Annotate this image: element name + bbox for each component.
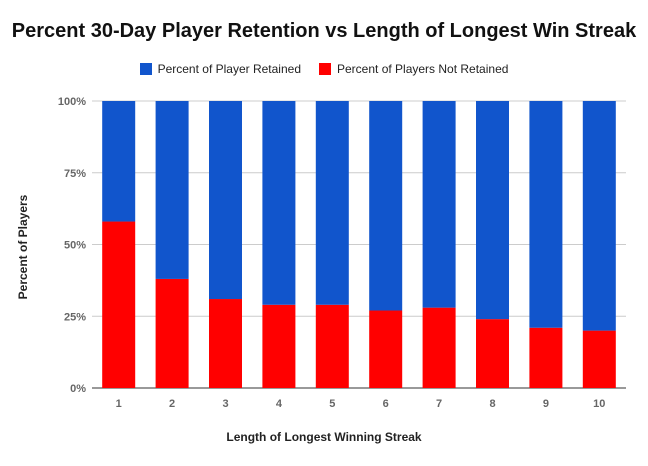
bar-retained	[209, 101, 242, 300]
x-tick-label: 9	[543, 398, 549, 410]
bar-retained	[102, 101, 136, 222]
y-tick-label: 0%	[70, 383, 86, 395]
legend-swatch-retained	[139, 63, 152, 75]
bar-not-retained	[476, 319, 509, 388]
x-tick-label: 1	[116, 398, 122, 410]
x-tick-label: 2	[169, 398, 175, 410]
legend-label-retained: Percent of Player Retained	[157, 62, 301, 76]
legend-swatch-not-retained	[319, 63, 331, 75]
bar-not-retained	[369, 310, 403, 388]
x-tick-label: 10	[593, 398, 605, 410]
y-tick-label: 100%	[58, 96, 86, 108]
legend-item-retained: Percent of Player Retained	[139, 62, 301, 76]
bar-retained	[529, 101, 563, 328]
x-tick-label: 6	[383, 398, 389, 410]
bar-retained	[155, 101, 189, 279]
bar-not-retained	[155, 278, 189, 388]
legend-item-not-retained: Percent of Players Not Retained	[319, 62, 508, 76]
x-tick-label: 5	[329, 398, 335, 410]
y-tick-label: 25%	[64, 311, 86, 323]
x-tick-label: 4	[276, 398, 283, 410]
bar-retained	[422, 101, 456, 308]
bar-not-retained	[582, 330, 616, 388]
bar-retained	[582, 101, 616, 331]
bar-retained	[476, 101, 509, 320]
bar-not-retained	[529, 327, 563, 388]
bar-retained	[262, 101, 296, 305]
x-tick-label: 3	[222, 398, 228, 410]
bar-not-retained	[315, 304, 349, 388]
bar-not-retained	[102, 221, 136, 388]
bar-retained	[369, 101, 403, 311]
y-tick-label: 75%	[64, 168, 86, 180]
y-tick-label: 50%	[64, 240, 86, 252]
bar-not-retained	[262, 304, 296, 388]
x-tick-label: 8	[489, 398, 495, 410]
bar-not-retained	[209, 299, 242, 388]
x-axis-label: Length of Longest Winning Streak	[226, 430, 422, 444]
bar-not-retained	[422, 307, 456, 388]
bar-retained	[315, 101, 349, 305]
chart-title: Percent 30-Day Player Retention vs Lengt…	[11, 20, 637, 42]
chart-legend: Percent of Player Retained Percent of Pl…	[0, 62, 648, 76]
x-tick-label: 7	[436, 398, 442, 410]
legend-label-not-retained: Percent of Players Not Retained	[337, 62, 509, 76]
